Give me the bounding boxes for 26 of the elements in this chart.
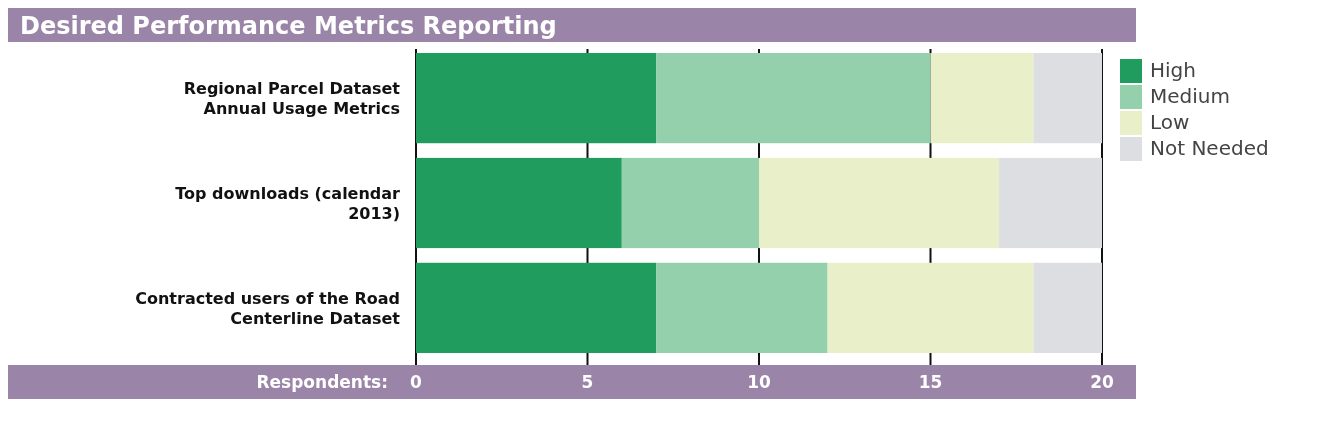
x-tick-label: 15 bbox=[918, 372, 943, 392]
bar bbox=[1033, 53, 1102, 144]
bar bbox=[416, 53, 657, 144]
legend-label: Not Needed bbox=[1150, 136, 1269, 160]
y-tick-label: Top downloads (calendar 2013) bbox=[175, 184, 401, 223]
bar bbox=[656, 53, 931, 144]
bar bbox=[416, 262, 657, 353]
x-tick-label: 5 bbox=[581, 372, 594, 392]
y-tick-label: Regional Parcel Dataset Annual Usage Metrics bbox=[183, 79, 401, 119]
bar bbox=[827, 262, 1034, 353]
bar bbox=[656, 262, 828, 353]
legend-label: Medium bbox=[1150, 84, 1230, 108]
x-tick-label: 10 bbox=[747, 372, 771, 392]
legend-label: High bbox=[1150, 58, 1196, 82]
chart-title: Desired Performance Metrics Reporting bbox=[20, 12, 557, 40]
bar bbox=[1033, 262, 1102, 353]
bar bbox=[621, 157, 759, 249]
legend-label: Low bbox=[1150, 110, 1190, 134]
bar bbox=[759, 157, 1000, 249]
bar bbox=[416, 157, 622, 249]
x-tick-label: 20 bbox=[1090, 372, 1114, 392]
x-tick-label: 0 bbox=[410, 372, 423, 392]
y-tick-label: Contracted users of the Road Centerline Dataset bbox=[135, 288, 401, 328]
bar bbox=[930, 53, 1034, 144]
x-axis-title: Respondents: bbox=[256, 372, 388, 392]
bar bbox=[999, 157, 1102, 249]
